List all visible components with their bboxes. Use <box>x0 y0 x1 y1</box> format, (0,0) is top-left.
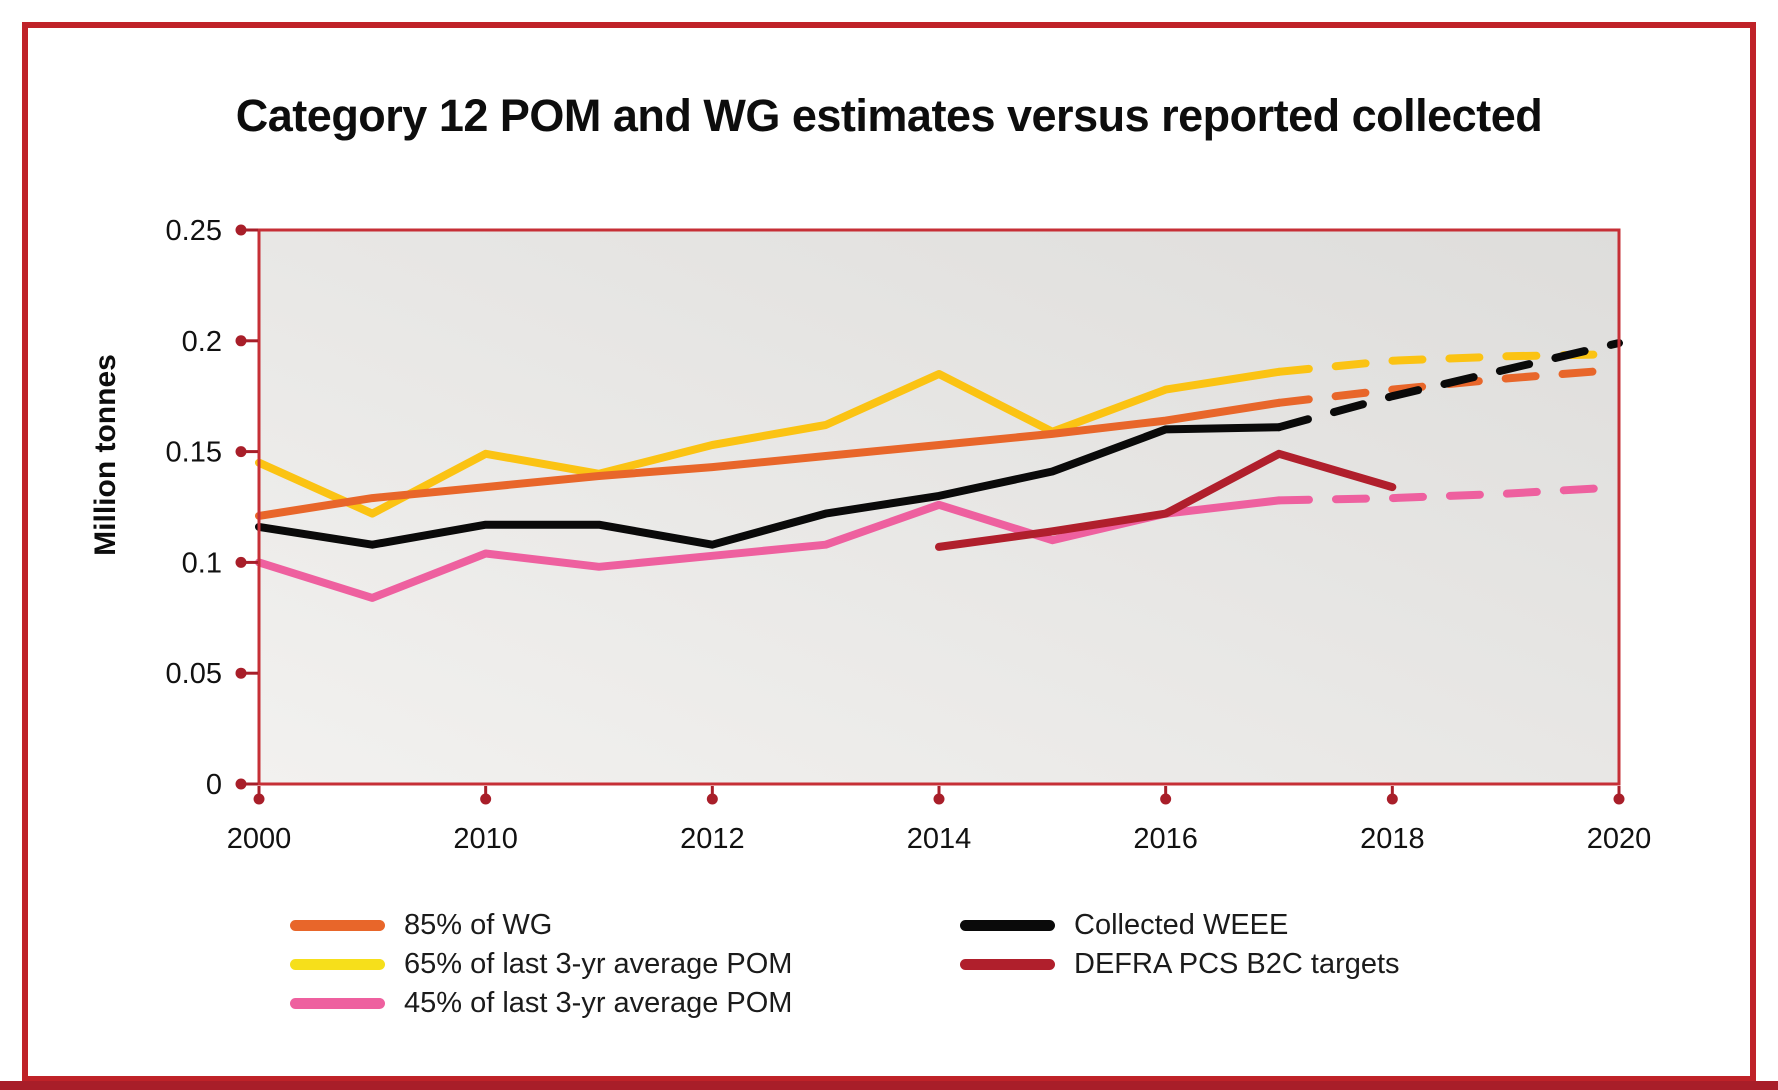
chart-legend-column-1: 85% of WG 65% of last 3-yr average POM 45%… <box>290 906 792 1023</box>
x-tick-dot <box>706 793 718 805</box>
legend-label: 65% of last 3-yr average POM <box>404 948 793 980</box>
x-tick-label: 2010 <box>453 823 518 855</box>
legend-item: 45% of last 3-yr average POM <box>290 984 792 1023</box>
y-tick-label: 0 <box>206 769 222 801</box>
x-tick-label: 2014 <box>907 823 972 855</box>
y-tick-dot <box>235 335 247 347</box>
series-line-45-of-last-3-yr-average-pom <box>255 496 1283 602</box>
y-tick-label: 0.05 <box>166 658 222 690</box>
x-tick-dot <box>933 793 945 805</box>
series-line-85-of-wg <box>255 398 1283 520</box>
x-tick-label: 2000 <box>227 823 292 855</box>
legend-swatch <box>290 959 385 970</box>
y-tick-dot <box>235 667 247 679</box>
y-tick-label: 0.2 <box>182 326 222 358</box>
x-tick-label: 2020 <box>1587 823 1652 855</box>
x-tick-label: 2016 <box>1133 823 1198 855</box>
y-tick-dot <box>235 778 247 790</box>
series-line-defra-pcs-b2c-targets <box>935 449 1397 551</box>
legend-item: DEFRA PCS B2C targets <box>960 945 1400 984</box>
y-tick-label: 0.1 <box>182 547 222 579</box>
legend-label: DEFRA PCS B2C targets <box>1074 948 1400 980</box>
series-line-45-of-last-3-yr-average-pom-projection <box>1275 483 1623 505</box>
x-tick-dot <box>1386 793 1398 805</box>
series-line-collected-weee-projection <box>1275 339 1623 432</box>
y-tick-dot <box>235 446 247 458</box>
x-tick-label: 2012 <box>680 823 745 855</box>
y-tick-label: 0.25 <box>166 215 222 247</box>
legend-label: Collected WEEE <box>1074 909 1289 941</box>
legend-swatch <box>290 998 385 1009</box>
chart-title: Category 12 POM and WG estimates versus … <box>235 90 1543 141</box>
legend-item: 85% of WG <box>290 906 792 945</box>
series-line-collected-weee <box>255 423 1283 549</box>
y-tick-label: 0.15 <box>166 437 222 469</box>
x-tick-dot <box>1613 793 1625 805</box>
legend-swatch <box>290 920 385 931</box>
legend-swatch <box>960 959 1055 970</box>
legend-item: 65% of last 3-yr average POM <box>290 945 792 984</box>
x-tick-dot <box>253 793 265 805</box>
x-tick-dot <box>480 793 492 805</box>
y-tick-dot <box>235 224 247 236</box>
x-tick-dot <box>1160 793 1172 805</box>
chart-legend-column-2: Collected WEEE DEFRA PCS B2C targets <box>960 906 1400 984</box>
legend-label: 85% of WG <box>404 909 553 941</box>
y-tick-dot <box>235 556 247 568</box>
axis-frame <box>257 228 1621 786</box>
x-tick-label: 2018 <box>1360 823 1425 855</box>
legend-item: Collected WEEE <box>960 906 1400 945</box>
legend-swatch <box>960 920 1055 931</box>
bottom-red-bar <box>0 1081 1778 1090</box>
series-line-65-of-last-3-yr-average-pom <box>255 367 1283 518</box>
legend-label: 45% of last 3-yr average POM <box>404 987 793 1019</box>
